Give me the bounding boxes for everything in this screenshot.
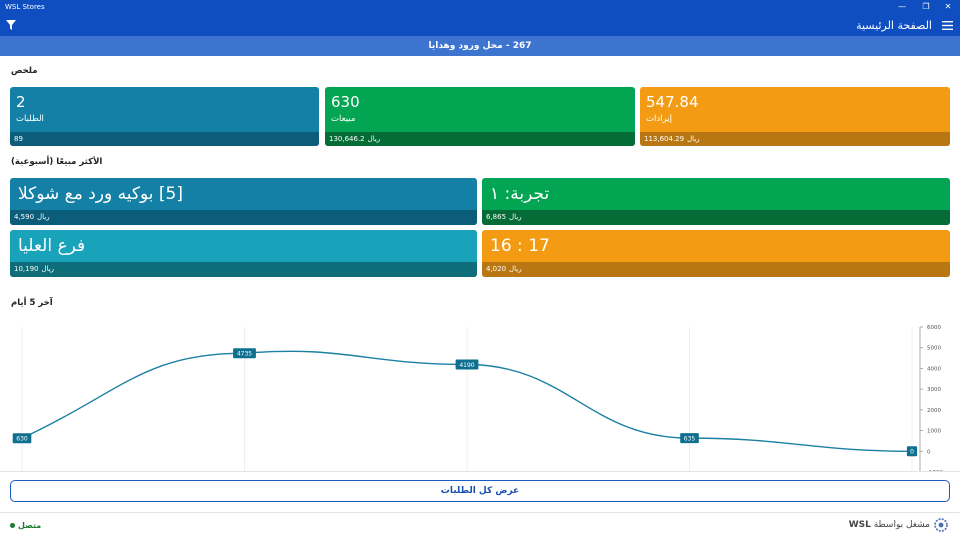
chart-data-label: 4190: [459, 362, 474, 369]
status-dot: [10, 523, 15, 528]
revenue-footer: 113,604.29 ريال: [640, 132, 950, 146]
bestseller-product-footer: 4,590 ريال: [10, 210, 477, 225]
bestseller-branch-card[interactable]: فرع العليا 10,190 ريال: [10, 230, 477, 277]
bestseller-branch-footer: 10,190 ريال: [10, 262, 477, 277]
filter-icon[interactable]: [6, 20, 16, 30]
chart-y-tick-label: 5000: [927, 346, 941, 352]
chart-data-label-box: [233, 348, 256, 359]
restore-button[interactable]: ❐: [922, 2, 930, 11]
bestseller-hour-card[interactable]: 17 : 16 4,020 ريال: [482, 230, 950, 277]
last5-chart: 6000500040003000200010000-10006304735419…: [0, 320, 960, 476]
window-titlebar: WSL Stores — ❐ ✕: [0, 0, 960, 16]
chart-data-label: 630: [16, 436, 28, 443]
revenue-value: 547.84: [646, 93, 699, 111]
revenue-total: 113,604.29: [644, 135, 685, 143]
chart-y-tick-label: 0: [927, 449, 931, 455]
bestseller-product-card[interactable]: [5] بوكيه ورد مع شوكلا 4,590 ريال: [10, 178, 477, 225]
bestseller-branch-name: فرع العليا: [18, 236, 86, 256]
last5-chart-svg: 6000500040003000200010000-10006304735419…: [12, 325, 943, 476]
divider: [0, 512, 960, 513]
bestseller-hour-amount: 4,020: [486, 265, 507, 273]
revenue-card[interactable]: 547.84 إيرادات 113,604.29 ريال: [640, 87, 950, 146]
sales-total: 130,646.2: [329, 135, 365, 143]
orders-label: الطلبات: [16, 114, 44, 124]
chart-data-label-box: [906, 446, 918, 457]
chart-y-tick-label: 6000: [927, 325, 941, 331]
store-title-bar: 267 - محل ورود وهدايا: [0, 36, 960, 56]
chart-y-tick-label: 3000: [927, 387, 941, 393]
revenue-label: إيرادات: [646, 114, 672, 124]
app-title: WSL Stores: [5, 3, 45, 11]
bestseller-category-name: تجربة: ١: [490, 184, 550, 204]
chart-data-label: 0: [910, 449, 914, 456]
app-header: الصفحة الرئيسية: [0, 16, 960, 36]
chart-y-tick-label: 1000: [927, 429, 941, 435]
sales-footer: 130,646.2 ريال: [325, 132, 635, 146]
orders-footer: 89: [10, 132, 319, 146]
last5-heading: آخر 5 أيام: [11, 298, 53, 308]
bestseller-hour-footer: 4,020 ريال: [482, 262, 950, 277]
chart-data-label: 635: [684, 435, 696, 442]
revenue-currency: ريال: [687, 135, 700, 143]
powered-by: مشغل بواسطة WSL: [849, 520, 930, 530]
bestseller-product-currency: ريال: [37, 213, 50, 221]
chart-data-label: 4735: [237, 351, 252, 358]
bestseller-product-amount: 4,590: [14, 213, 35, 221]
wsl-logo-icon: [934, 518, 948, 532]
view-all-orders-button[interactable]: عرض كل الطلبات: [10, 480, 950, 502]
orders-count: 2: [16, 93, 26, 111]
chart-y-tick-label: 4000: [927, 366, 941, 372]
close-button[interactable]: ✕: [944, 2, 952, 11]
bestseller-category-footer: 6,865 ريال: [482, 210, 950, 225]
bestseller-category-currency: ريال: [509, 213, 522, 221]
sales-label: مبيعات: [331, 114, 356, 124]
bestseller-branch-amount: 10,190: [14, 265, 39, 273]
minimize-button[interactable]: —: [898, 2, 906, 11]
powered-by-label: مشغل بواسطة: [873, 520, 930, 530]
chart-data-label-box: [12, 433, 32, 444]
powered-by-brand: WSL: [848, 520, 871, 530]
bestseller-hour-currency: ريال: [509, 265, 522, 273]
orders-total: 89: [14, 135, 23, 143]
bestseller-branch-currency: ريال: [41, 265, 55, 273]
sales-currency: ريال: [367, 135, 381, 143]
orders-card[interactable]: 2 الطلبات 89: [10, 87, 319, 146]
chart-data-label-box: [680, 433, 699, 444]
connection-status: متصل: [18, 521, 42, 530]
summary-heading: ملخص: [11, 66, 38, 76]
bestsellers-heading: الأكثر مبيعًا (أسبوعية): [11, 157, 103, 167]
sales-card[interactable]: 630 مبيعات 130,646.2 ريال: [325, 87, 635, 146]
sales-value: 630: [331, 93, 360, 111]
chart-data-label-box: [455, 359, 479, 370]
divider: [0, 471, 960, 472]
chart-y-tick-label: 2000: [927, 408, 941, 414]
hamburger-menu-icon[interactable]: [942, 20, 953, 31]
bestseller-product-name: [5] بوكيه ورد مع شوكلا: [18, 184, 183, 204]
bestseller-category-card[interactable]: تجربة: ١ 6,865 ريال: [482, 178, 950, 225]
bestseller-hour-value: 17 : 16: [490, 236, 550, 256]
bestseller-category-amount: 6,865: [486, 213, 507, 221]
page-title: الصفحة الرئيسية: [856, 19, 932, 32]
